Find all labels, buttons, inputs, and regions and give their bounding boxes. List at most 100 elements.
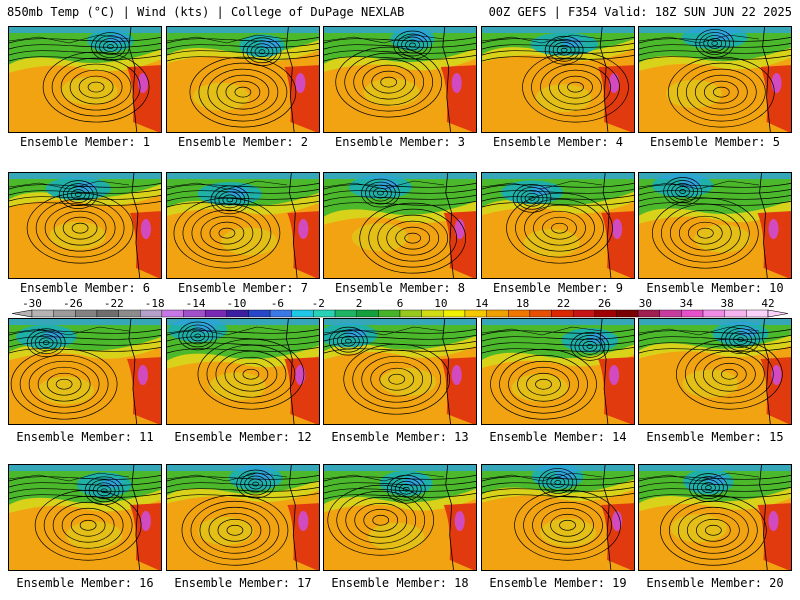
colorbar-swatch [269,309,292,318]
colorbar-swatch [724,309,747,318]
temperature-field [324,465,476,570]
ensemble-member-label: Ensemble Member: 3 [334,135,466,149]
ensemble-map-panel [323,26,477,133]
ensemble-map-panel [481,464,635,571]
colorbar-swatch [96,309,119,318]
ensemble-member-label: Ensemble Member: 18 [331,576,469,590]
ensemble-map-panel [481,318,635,425]
ensemble-member-label: Ensemble Member: 2 [177,135,309,149]
colorbar-tick-label: 30 [639,298,652,310]
figure-header: 850mb Temp (°C) | Wind (kts) | College o… [0,0,800,24]
ensemble-map-panel [166,172,320,279]
colorbar-swatch [53,309,76,318]
temperature-colorbar: -30 -26 -22 -18 -14 -10 -6 -2 2 6 10 14 18 22 26 30 34 38… [11,298,789,318]
ensemble-map-panel [166,464,320,571]
colorbar-swatch [572,309,596,318]
ensemble-map-panel [323,464,477,571]
colorbar-right-arrow [767,309,789,318]
colorbar-tick-label: 22 [557,298,570,310]
temperature-field [324,173,476,278]
ensemble-map-panel [166,26,320,133]
ensemble-member-label: Ensemble Member: 9 [492,281,624,295]
colorbar-tick-label: -10 [227,298,247,310]
ensemble-map-panel [481,172,635,279]
colorbar-swatch [334,309,357,318]
ensemble-map-panel [638,464,792,571]
ensemble-map-panel [638,26,792,133]
temperature-field [9,465,161,570]
colorbar-swatch [659,309,682,318]
colorbar-swatch [378,309,401,318]
colorbar-tick-label: 34 [680,298,694,310]
header-title: 850mb Temp (°C) | Wind (kts) | College o… [7,5,405,19]
colorbar-swatch [421,309,444,318]
colorbar-swatch [443,309,466,318]
ensemble-member-label: Ensemble Member: 4 [492,135,624,149]
temperature-field [482,173,634,278]
colorbar-tick-label: 2 [356,298,363,310]
ensemble-member-label: Ensemble Member: 14 [489,430,627,444]
colorbar-swatch [746,309,769,318]
ensemble-member-label: Ensemble Member: 17 [174,576,312,590]
colorbar-swatch [291,309,314,318]
ensemble-member-label: Ensemble Member: 20 [646,576,784,590]
temperature-field [482,27,634,132]
colorbar-swatch [356,309,379,318]
colorbar-tick-label: 10 [434,298,447,310]
colorbar-swatch [464,309,487,318]
temperature-field [167,173,319,278]
ensemble-map-panel [323,318,477,425]
temperature-field [9,27,161,132]
colorbar-tick-label: 18 [516,298,529,310]
temperature-field [639,173,791,278]
ensemble-map-panel [8,26,162,133]
ensemble-member-label: Ensemble Member: 10 [646,281,784,295]
colorbar-tick-label: -30 [22,298,42,310]
colorbar-swatch [183,309,206,318]
colorbar-swatch [204,309,228,318]
temperature-field [639,319,791,424]
ensemble-member-label: Ensemble Member: 15 [646,430,784,444]
colorbar-swatch [226,309,249,318]
ensemble-member-label: Ensemble Member: 19 [489,576,627,590]
colorbar-swatch [529,309,552,318]
colorbar-tick-label: 26 [598,298,611,310]
temperature-field [639,465,791,570]
colorbar-swatch [399,309,422,318]
temperature-field [9,319,161,424]
colorbar-tick-label: 38 [720,298,733,310]
colorbar-tick-label: -6 [271,298,284,310]
colorbar-swatch [118,309,141,318]
colorbar-tick-label: -26 [63,298,83,310]
temperature-field [324,319,476,424]
ensemble-member-label: Ensemble Member: 7 [177,281,309,295]
temperature-field [639,27,791,132]
colorbar-swatch [75,309,98,318]
colorbar-swatch [702,309,725,318]
colorbar-swatch [616,309,639,318]
ensemble-member-label: Ensemble Member: 8 [334,281,466,295]
temperature-field [167,319,319,424]
ensemble-map-panel [638,318,792,425]
temperature-field [482,319,634,424]
colorbar-tick-label: 42 [761,298,774,310]
temperature-field [167,27,319,132]
ensemble-map-panel [8,172,162,279]
colorbar-tick-label: -2 [312,298,325,310]
colorbar-swatch [486,309,509,318]
temperature-field [482,465,634,570]
colorbar-swatch [551,309,574,318]
colorbar-left-arrow [11,309,33,318]
ensemble-member-label: Ensemble Member: 6 [19,281,151,295]
ensemble-map-panel [323,172,477,279]
colorbar-swatch [681,309,704,318]
colorbar-swatch [594,309,617,318]
ensemble-map-panel [166,318,320,425]
colorbar-swatch [161,309,184,318]
temperature-field [9,173,161,278]
colorbar-swatch [248,309,271,318]
ensemble-member-label: Ensemble Member: 16 [16,576,154,590]
colorbar-tick-label: 14 [475,298,489,310]
ensemble-member-label: Ensemble Member: 12 [174,430,312,444]
ensemble-map-panel [8,318,162,425]
